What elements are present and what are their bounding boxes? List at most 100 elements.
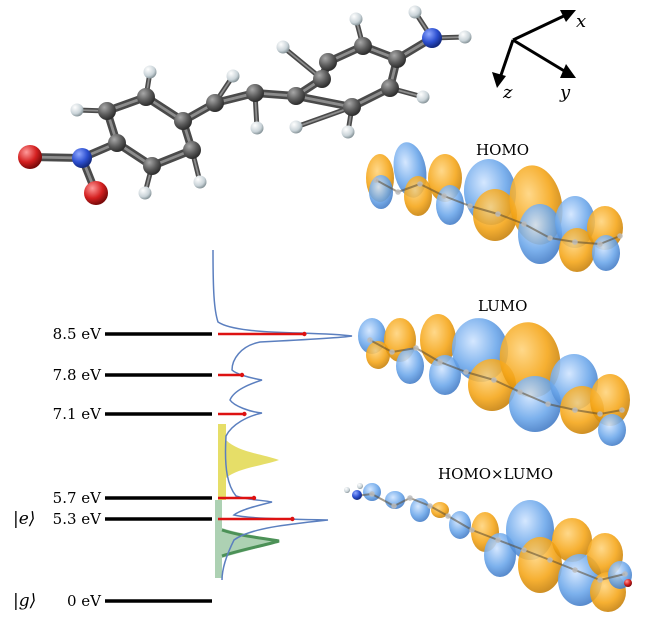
transition-stick-tip bbox=[242, 411, 247, 417]
hydrogen-atom bbox=[193, 175, 207, 189]
orbital-skeleton-atom bbox=[369, 491, 375, 497]
carbon-atom bbox=[143, 157, 161, 175]
orbital-lobe-negative bbox=[518, 204, 562, 264]
orbital-lobe-negative bbox=[396, 348, 424, 384]
orbital-skeleton-atom bbox=[572, 567, 578, 573]
orbital-skeleton-atom bbox=[521, 547, 527, 553]
axis-y-label: y bbox=[559, 82, 571, 103]
orbital-skeleton-bond bbox=[371, 493, 395, 507]
hydrogen-atom bbox=[138, 186, 152, 200]
hydrogen-atom bbox=[416, 90, 430, 104]
orbital-lobe-negative bbox=[509, 376, 561, 432]
orbital-skeleton-bond bbox=[429, 505, 449, 517]
carbon-atom bbox=[343, 98, 361, 116]
orbital-skeleton-bond bbox=[523, 549, 551, 561]
orbital-lobe-positive bbox=[420, 314, 456, 366]
orbital-skeleton-bond bbox=[469, 205, 499, 215]
carbon-atom bbox=[174, 112, 192, 130]
hydrogen-atom bbox=[408, 5, 422, 19]
orbital-skeleton-atom bbox=[572, 407, 578, 413]
energy-level-label: 0 eV bbox=[67, 592, 102, 610]
carbon-atom bbox=[108, 134, 126, 152]
hydrogen-atom bbox=[458, 30, 472, 44]
orbital-skeleton-atom bbox=[463, 369, 469, 375]
orbital-skeleton-atom bbox=[469, 527, 475, 533]
orbital-skeleton-bond bbox=[393, 497, 411, 507]
carbon-atom bbox=[287, 87, 305, 105]
orbital-skeleton-atom bbox=[572, 239, 578, 245]
yellow-band bbox=[218, 424, 279, 500]
orbital-skeleton-atom bbox=[521, 221, 527, 227]
hydrogen-atom bbox=[276, 40, 290, 54]
carbon-atom bbox=[137, 88, 155, 106]
orbital-lobe-positive bbox=[552, 518, 592, 562]
orbital-skeleton-bond bbox=[523, 223, 551, 239]
nitrogen-atom bbox=[72, 148, 92, 168]
orbital-skeleton-atom bbox=[417, 181, 423, 187]
orbital-skeleton-atom bbox=[407, 495, 413, 501]
orbital-skeleton-bond bbox=[409, 497, 431, 507]
orbital-lobe-negative bbox=[598, 414, 626, 446]
orbital-skeleton-bond bbox=[439, 361, 467, 373]
bond-highlight bbox=[294, 94, 354, 109]
orbital-skeleton-atom bbox=[597, 577, 603, 583]
carbon-atom bbox=[206, 94, 224, 112]
homo-orbital-render bbox=[366, 142, 623, 272]
transition-stick-tip bbox=[251, 495, 257, 501]
orbital-skeleton-bond bbox=[415, 347, 441, 363]
orbital-skeleton-atom bbox=[495, 211, 501, 217]
carbon-atom bbox=[381, 79, 399, 97]
orbital-skeleton-bond bbox=[497, 539, 525, 551]
orbital-skeleton-bond bbox=[574, 241, 601, 245]
orbital-skeleton-atom bbox=[437, 359, 443, 365]
hydrogen-atom bbox=[341, 125, 355, 139]
orbital-skeleton-bond bbox=[471, 529, 499, 541]
orbital-skeleton-bond bbox=[497, 213, 525, 225]
orbital-skeleton-bond bbox=[549, 559, 576, 571]
orbital-skeleton-bond bbox=[391, 347, 417, 353]
orbital-skeleton-bond bbox=[599, 573, 626, 581]
energy-levels: 0 eV |g⟩ 5.3 eV |e⟩ 5.7 eV 7.1 eV 7.8 eV 8.5 eV bbox=[13, 325, 307, 611]
orbital-skeleton-bond bbox=[493, 379, 521, 393]
orbital-skeleton-atom bbox=[467, 203, 473, 209]
hydrogen-atom bbox=[226, 69, 240, 83]
transition-stick-tip bbox=[290, 516, 295, 522]
orbital-skeleton-bond bbox=[574, 409, 601, 415]
green-band bbox=[215, 500, 280, 578]
hydrogen-atom bbox=[289, 120, 303, 134]
orbital-skeleton-atom bbox=[617, 233, 623, 239]
orbital-skeleton-atom bbox=[413, 345, 419, 351]
carbon-atom bbox=[319, 53, 337, 71]
orbital-skeleton-bond bbox=[369, 339, 393, 353]
energy-level-label: 5.7 eV bbox=[53, 489, 103, 507]
orbital-skeleton-atom bbox=[441, 193, 447, 199]
orbital-skeleton-bond bbox=[599, 235, 621, 245]
lumo-label: LUMO bbox=[478, 297, 527, 315]
oxygen-atom bbox=[624, 579, 632, 587]
orbital-skeleton-bond bbox=[443, 195, 471, 207]
transition-stick-tip bbox=[302, 331, 307, 337]
orbital-lobe-negative bbox=[592, 235, 620, 271]
orbital-skeleton-bond bbox=[397, 183, 421, 193]
orbital-skeleton-atom bbox=[395, 189, 401, 195]
orbital-skeleton-bond bbox=[574, 569, 601, 581]
oxygen-atom bbox=[18, 145, 42, 169]
transition-stick-tip bbox=[239, 372, 245, 378]
hydrogen-atom bbox=[143, 65, 157, 79]
homo-lumo-product-label: HOMO×LUMO bbox=[438, 465, 553, 483]
carbon-atom bbox=[98, 102, 116, 120]
orbital-skeleton-atom bbox=[597, 241, 603, 247]
state-ket-label: |g⟩ bbox=[13, 591, 36, 611]
orbital-skeleton-bond bbox=[447, 515, 473, 531]
orbital-skeleton-atom bbox=[547, 557, 553, 563]
orbital-skeleton-atom bbox=[545, 401, 551, 407]
hydrogen-atom bbox=[344, 487, 350, 493]
energy-level-label: 5.3 eV bbox=[53, 510, 103, 528]
molecule-ball-and-stick bbox=[18, 5, 472, 205]
orbital-lobe-negative bbox=[369, 175, 393, 209]
hydrogen-atom bbox=[70, 103, 84, 117]
orbital-skeleton-atom bbox=[517, 389, 523, 395]
carbon-atom bbox=[183, 141, 201, 159]
